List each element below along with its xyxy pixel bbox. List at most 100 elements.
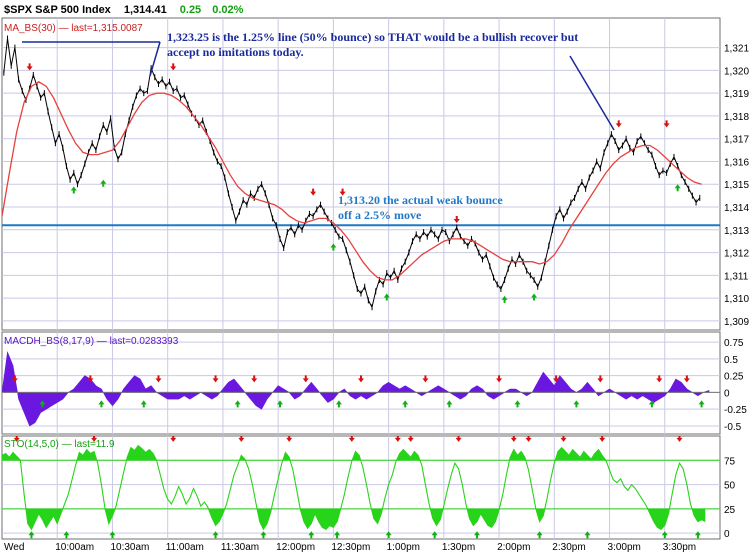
macd-y-tick-label: 0.25 (724, 372, 744, 383)
sto-up-arrow (431, 531, 438, 539)
x-tick-label: 11:00am (166, 542, 204, 553)
axis-labels: Wed 10:00am 10:30am 11:00am 11:30am 12:00pm 12… (4, 44, 749, 553)
sto-down-arrow (560, 436, 567, 442)
sto-up-arrow (260, 531, 267, 539)
x-tick-label: 1:00pm (387, 542, 420, 553)
macd-plot (2, 350, 720, 427)
sto-down-arrow (238, 436, 245, 442)
x-tick-label: 11:30am (221, 542, 259, 553)
price-y-tick-label: 1,316 (724, 157, 749, 168)
price-y-tick-label: 1,317 (724, 135, 749, 146)
macd-up-arrow (402, 400, 409, 408)
price-panel (1, 17, 721, 331)
x-tick-label: 10:30am (110, 542, 149, 553)
x-tick-label: Wed (4, 542, 24, 553)
sto-up-arrow (473, 531, 480, 539)
sto-y-tick-label: 25 (724, 505, 736, 516)
macd-down-arrow (212, 375, 219, 383)
price-y-tick-label: 1,309 (724, 317, 749, 328)
annotation-weak-line2: off a 2.5% move (338, 208, 422, 222)
macd-down-arrow (683, 375, 690, 383)
price-up-arrow (100, 179, 107, 187)
macd-up-arrow (234, 400, 241, 408)
sto-down-arrow (407, 436, 414, 442)
sto-y-tick-label: 0 (724, 529, 730, 540)
x-tick-label: 2:30pm (552, 542, 585, 553)
annotation-weak-bounce: 1,313.20 the actual weak bounce off a 2.… (338, 193, 503, 222)
sto-down-arrow (676, 436, 683, 442)
price-y-tick-label: 1,319 (724, 89, 749, 100)
macd-down-arrow (155, 375, 162, 383)
macd-y-tick-label: 0.5 (724, 355, 738, 366)
macd-y-tick-label: 0.75 (724, 338, 744, 349)
macd-down-arrow (302, 375, 309, 383)
price-up-arrow (383, 293, 390, 301)
header-change: 0.25 (180, 4, 201, 16)
annotation-bullish: 1,323.25 is the 1.25% line (50% bounce) … (22, 30, 615, 131)
macd-up-arrow (276, 400, 283, 408)
price-y-tick-label: 1,310 (724, 294, 749, 305)
macd-y-tick-label: -0.5 (724, 422, 742, 433)
macd-down-arrow (358, 375, 364, 383)
sto-up-arrow (63, 531, 70, 539)
price-up-arrow (531, 293, 538, 301)
sto-up-arrow (28, 531, 35, 539)
price-y-tick-label: 1,321 (724, 44, 749, 55)
sto-up-arrow (334, 531, 341, 539)
x-tick-label: 12:00pm (276, 542, 315, 553)
sto-up-arrow (212, 531, 219, 539)
sto-y-tick-label: 75 (724, 456, 736, 467)
grid-lines (2, 18, 720, 539)
price-plot (2, 35, 720, 311)
price-down-arrow (453, 215, 460, 223)
sto-plot (2, 436, 720, 539)
price-y-tick-label: 1,320 (724, 66, 749, 77)
price-up-arrow (330, 243, 337, 251)
sto-down-arrow (394, 436, 401, 442)
price-down-arrow (339, 188, 346, 196)
price-y-tick-label: 1,315 (724, 180, 749, 191)
sto-up-arrow (661, 531, 668, 539)
sto-up-arrow (536, 531, 543, 539)
sto-up-arrow (584, 531, 591, 539)
price-down-arrow (615, 120, 622, 128)
price-down-arrow (170, 63, 177, 71)
macd-up-arrow (648, 400, 655, 408)
x-tick-label: 1:30pm (442, 542, 475, 553)
macd-up-arrow (140, 400, 147, 408)
price-down-arrow (663, 120, 670, 128)
price-y-tick-label: 1,312 (724, 249, 749, 260)
x-tick-label: 3:30pm (663, 542, 696, 553)
sto-down-arrow (348, 436, 355, 442)
macd-label: MACDH_BS(8,17,9) — last=0.0283393 (4, 336, 179, 347)
header-pct: 0.02% (212, 4, 243, 16)
sto-down-arrow (525, 436, 532, 442)
sto-down-arrow (13, 436, 20, 442)
macd-up-arrow (335, 400, 342, 408)
macd-down-arrow (656, 375, 663, 383)
macd-y-tick-label: 0 (724, 388, 730, 399)
sto-up-arrow (308, 531, 315, 539)
sto-up-arrow (694, 531, 701, 539)
macd-up-arrow (573, 400, 580, 408)
macd-down-arrow (422, 375, 429, 383)
price-y-tick-label: 1,313 (724, 226, 749, 237)
annotation-bullish-line1: 1,323.25 is the 1.25% line (50% bounce) … (167, 30, 578, 44)
macd-down-arrow (597, 375, 604, 383)
macd-up-arrow (514, 400, 521, 408)
sto-down-arrow (510, 436, 517, 442)
macd-up-arrow (698, 400, 705, 408)
price-down-arrow (310, 188, 317, 196)
price-up-arrow (70, 186, 77, 194)
macd-down-arrow (496, 375, 503, 383)
annotation-weak-line1: 1,313.20 the actual weak bounce (338, 193, 503, 207)
sto-down-arrow (91, 436, 98, 442)
macd-down-arrow (87, 375, 94, 383)
sto-up-arrow (109, 531, 116, 539)
x-tick-label: 2:00pm (497, 542, 530, 553)
x-tick-label: 12:30pm (331, 542, 370, 553)
macd-up-arrow (39, 400, 46, 408)
price-up-arrow (501, 295, 508, 303)
macd-up-arrow (446, 400, 453, 408)
